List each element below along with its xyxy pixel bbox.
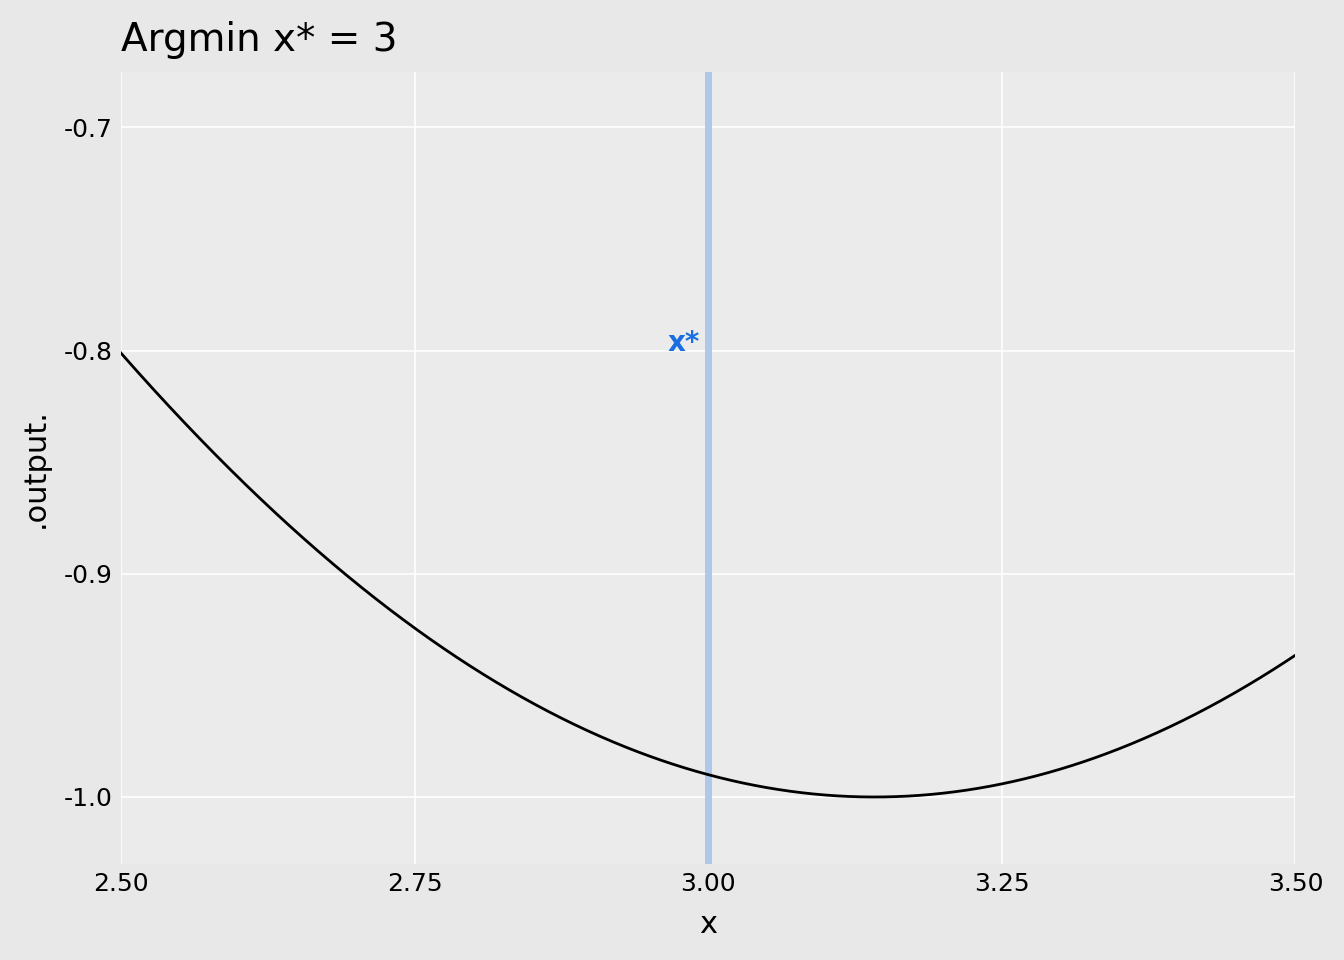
Y-axis label: .output.: .output. bbox=[22, 408, 50, 528]
X-axis label: x: x bbox=[699, 910, 718, 939]
Text: Argmin x* = 3: Argmin x* = 3 bbox=[121, 21, 398, 59]
Text: x*: x* bbox=[667, 328, 699, 356]
